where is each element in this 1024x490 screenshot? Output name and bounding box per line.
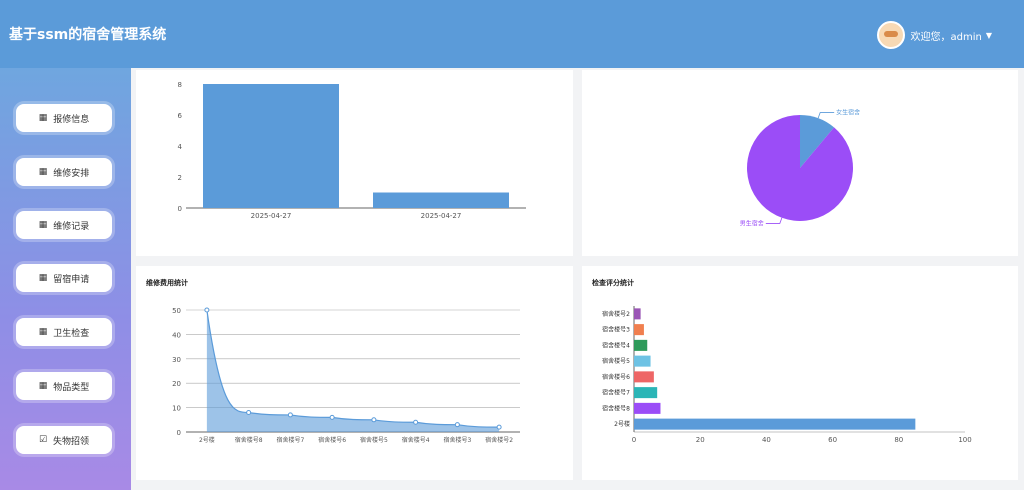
y-tick-label: 宿舍楼号5 — [602, 357, 630, 365]
bar — [634, 339, 648, 351]
bar — [634, 371, 654, 383]
x-tick-label: 0 — [632, 436, 636, 444]
bar — [634, 324, 644, 336]
x-tick-label: 宿舍楼号4 — [402, 436, 430, 444]
grid-icon: ▦ — [38, 113, 48, 123]
x-tick-label: 宿舍楼号7 — [276, 436, 304, 444]
bar — [634, 402, 661, 414]
area-fill — [206, 310, 500, 432]
data-point — [413, 419, 419, 425]
hbar-chart: 0 20 40 60 80 100 宿舍楼号2 宿舍楼号3 宿舍楼号4 宿舍楼号5 宿舍楼号6 宿舍楼… — [602, 306, 972, 444]
area-chart: 0 10 20 30 40 50 2号楼 宿舍楼号8 宿舍楼号7 宿舍楼号6 宿舍楼号5 宿舍楼号4 宿… — [172, 307, 520, 444]
x-tick-label: 60 — [828, 436, 837, 444]
x-tick-label: 2025-04-27 — [251, 212, 292, 220]
x-tick-label: 2025-04-27 — [421, 212, 462, 220]
sidebar-item-label: 卫生检查 — [53, 328, 90, 339]
x-tick-label: 宿舍楼号3 — [443, 436, 471, 444]
y-tick-label: 0 — [177, 429, 181, 437]
x-tick-label: 80 — [894, 436, 903, 444]
x-tick-label: 2号楼 — [199, 436, 215, 444]
bar — [634, 387, 658, 399]
y-tick-label: 2 — [178, 174, 182, 182]
y-tick-label: 宿舍楼号7 — [602, 389, 630, 397]
series-line — [206, 309, 500, 428]
sidebar-item-lost-found[interactable]: ☑ 失物招领 — [16, 426, 112, 454]
y-tick-label: 宿舍楼号3 — [602, 326, 630, 334]
data-point — [454, 422, 460, 428]
y-tick-label: 宿舍楼号4 — [602, 341, 630, 349]
app-title: 基于ssm的宿舍管理系统 — [9, 27, 167, 43]
y-tick-label: 8 — [178, 81, 182, 89]
sidebar-item-item-type[interactable]: ▦ 物品类型 — [16, 372, 112, 400]
data-point — [371, 417, 377, 423]
pie-label: 女生宿舍 — [836, 109, 860, 117]
data-point — [496, 424, 502, 430]
grid-icon: ▦ — [38, 273, 48, 283]
y-tick-label: 宿舍楼号2 — [602, 310, 630, 318]
sidebar-item-label: 物品类型 — [53, 382, 90, 393]
data-point — [204, 307, 210, 313]
y-tick-label: 2号楼 — [614, 420, 630, 428]
pie-slice — [800, 115, 835, 168]
panel-title: 检查评分统计 — [592, 279, 634, 287]
bar-chart: 0 2 4 6 8 2025-04-27 2025-04-27 — [178, 81, 526, 220]
bar — [203, 84, 339, 208]
data-point — [329, 414, 335, 420]
panel-inspection-score: 检查评分统计 0 20 40 60 80 100 宿舍楼号2 宿舍楼号3 宿舍楼号4 宿舍楼号5 宿… — [582, 266, 1018, 480]
data-point — [287, 412, 293, 418]
sidebar-item-repair-record[interactable]: ▦ 维修记录 — [16, 211, 112, 239]
y-tick-label: 10 — [172, 405, 181, 413]
y-tick-label: 4 — [178, 143, 183, 151]
sidebar-item-label: 维修记录 — [53, 221, 90, 232]
panel-title: 维修费用统计 — [146, 279, 188, 287]
check-square-icon: ☑ — [38, 435, 48, 445]
panel-repair-cost: 维修费用统计 0 10 20 30 40 50 2号楼 宿舍楼号8 宿舍楼号7 宿舍楼号6 宿舍楼号… — [136, 266, 573, 480]
pie-label: 男生宿舍 — [740, 219, 764, 227]
y-tick-label: 0 — [178, 205, 182, 213]
y-tick-label: 20 — [172, 380, 181, 388]
bar — [634, 308, 641, 320]
top-header: 基于ssm的宿舍管理系统 欢迎您，admin ▼ — [0, 0, 1024, 68]
y-tick-label: 30 — [172, 356, 181, 364]
y-tick-label: 40 — [172, 331, 181, 339]
sidebar-item-repair-schedule[interactable]: ▦ 维修安排 — [16, 158, 112, 186]
x-tick-label: 40 — [762, 436, 771, 444]
sidebar-item-label: 留宿申请 — [53, 274, 90, 285]
sidebar-item-repair-info[interactable]: ▦ 报修信息 — [16, 104, 112, 132]
y-tick-label: 宿舍楼号8 — [602, 404, 630, 412]
y-tick-label: 6 — [178, 112, 183, 120]
x-tick-label: 100 — [958, 436, 971, 444]
welcome-text[interactable]: 欢迎您，admin — [910, 31, 982, 43]
bar — [634, 418, 916, 430]
sidebar-item-label: 报修信息 — [53, 114, 90, 125]
bar — [634, 355, 651, 367]
sidebar-item-stay-apply[interactable]: ▦ 留宿申请 — [16, 264, 112, 292]
sidebar: ▦ 报修信息 ▦ 维修安排 ▦ 维修记录 ▦ 留宿申请 ▦ 卫生检查 ▦ 物品类型 ☑ 失物招… — [0, 68, 131, 490]
pie-label-line — [765, 217, 783, 224]
pie-slice — [747, 115, 853, 221]
grid-icon: ▦ — [38, 167, 48, 177]
x-tick-label: 宿舍楼号8 — [235, 436, 263, 444]
user-menu[interactable]: 欢迎您，admin ▼ — [876, 21, 992, 49]
sidebar-item-hygiene-check[interactable]: ▦ 卫生检查 — [16, 318, 112, 346]
y-tick-label: 宿舍楼号6 — [602, 373, 630, 381]
panel-pie-chart: 女生宿舍男生宿舍 — [582, 70, 1018, 256]
avatar-icon[interactable] — [876, 21, 905, 49]
panel-bar-chart: 0 2 4 6 8 2025-04-27 2025-04-27 — [136, 70, 573, 256]
x-tick-label: 宿舍楼号5 — [360, 436, 388, 444]
grid-icon: ▦ — [38, 381, 48, 391]
x-tick-label: 宿舍楼号6 — [318, 436, 346, 444]
data-point — [246, 409, 252, 415]
y-tick-label: 50 — [172, 307, 181, 315]
x-tick-label: 20 — [696, 436, 705, 444]
chevron-down-icon[interactable]: ▼ — [985, 30, 992, 40]
sidebar-item-label: 维修安排 — [53, 168, 90, 179]
pie-label-line — [817, 112, 835, 119]
sidebar-item-label: 失物招领 — [53, 436, 90, 447]
x-tick-label: 宿舍楼号2 — [485, 436, 513, 444]
grid-icon: ▦ — [38, 220, 48, 230]
grid-icon: ▦ — [38, 327, 48, 337]
bar — [373, 192, 509, 208]
